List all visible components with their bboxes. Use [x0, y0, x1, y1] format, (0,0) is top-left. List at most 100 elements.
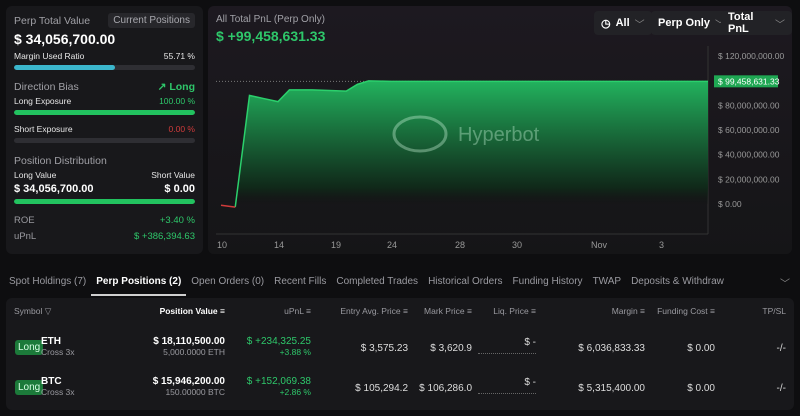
current-positions-button[interactable]: Current Positions — [108, 13, 195, 28]
sort-icon[interactable]: ≡ — [464, 306, 472, 316]
column-header-liq-price[interactable]: Liq. Price ≡ — [493, 306, 536, 316]
pnl-line-negative — [220, 204, 236, 208]
column-header-upnl[interactable]: uPnL ≡ — [284, 306, 311, 316]
watermark-text: Hyperbot — [458, 124, 540, 146]
column-header-label: Mark Price — [424, 306, 465, 316]
tab-historical-orders[interactable]: Historical Orders — [428, 276, 503, 287]
chevron-down-icon: ﹀ — [775, 19, 785, 31]
liq-price: $ - — [524, 337, 536, 348]
tab-open-orders[interactable]: Open Orders (0) — [191, 276, 265, 287]
y-tick-label: $ 0.00 — [718, 199, 742, 209]
column-header-label: Symbol — [14, 306, 43, 316]
table-row[interactable]: Long ETH Cross 3x $ 18,110,500.00 5,000.0000… — [6, 334, 794, 366]
scope-value: Perp Only — [658, 17, 710, 29]
column-header-margin[interactable]: Margin ≡ — [612, 306, 645, 316]
clock-icon: ◷ — [601, 17, 611, 30]
symbol[interactable]: BTC — [41, 376, 62, 387]
upnl: $ +234,325.25 — [246, 336, 311, 347]
long-exposure-value: 100.00 % — [159, 96, 195, 106]
sort-icon[interactable]: ≡ — [528, 306, 536, 316]
last-value-badge — [714, 75, 778, 88]
sort-icon[interactable]: ≡ — [637, 306, 645, 316]
column-header-position-value[interactable]: Position Value ≡ — [160, 306, 225, 316]
margin-mode: Cross 3x — [41, 347, 75, 357]
column-header-entry-avg-price[interactable]: Entry Avg. Price ≡ — [340, 306, 408, 316]
range-dropdown[interactable]: ◷ All ﹀ — [594, 11, 652, 35]
perp-total-value: $ 34,056,700.00 — [14, 31, 116, 47]
y-tick-label: $ 20,000,000.00 — [718, 174, 780, 184]
sort-icon[interactable]: ≡ — [217, 306, 225, 316]
pnl-area — [235, 80, 708, 208]
margin-used-value: 55.71 % — [163, 51, 195, 61]
watermark-logo-icon — [392, 115, 448, 153]
perp-summary-card: Perp Total Value Current Positions $ 34,0… — [6, 6, 203, 254]
x-tick-label: 28 — [455, 240, 465, 250]
chart-title: All Total PnL (Perp Only) — [216, 14, 325, 25]
sort-icon[interactable]: ≡ — [400, 306, 408, 316]
x-tick-label: 24 — [387, 240, 397, 250]
pnl-chart-card: All Total PnL (Perp Only) $ +99,458,631.… — [208, 6, 792, 254]
symbol[interactable]: ETH — [41, 336, 61, 347]
liq-price: $ - — [524, 377, 536, 388]
perp-positions-table: Symbol ▽ Position Value ≡ uPnL ≡ Entry Avg.… — [6, 298, 794, 410]
tab-twap[interactable]: TWAP — [592, 276, 622, 287]
sort-icon[interactable]: ≡ — [707, 306, 715, 316]
sort-icon[interactable]: ≡ — [303, 306, 311, 316]
pnl-area-chart[interactable]: 10 14 19 24 28 30 Nov 3 $ 120,000,000.00 $ 80,000… — [208, 6, 792, 254]
column-header-label: uPnL — [284, 306, 304, 316]
x-tick-label: 19 — [331, 240, 341, 250]
short-exposure-bar — [14, 138, 195, 143]
column-header-label: Entry Avg. Price — [340, 306, 401, 316]
long-value: $ 34,056,700.00 — [14, 183, 94, 195]
tabs-more-chevron-icon[interactable]: ﹀ — [780, 279, 790, 290]
entry-price: $ 3,575.23 — [360, 343, 408, 354]
table-row[interactable]: Long BTC Cross 3x $ 15,946,200.00 150.00000 … — [6, 374, 794, 406]
mark-price: $ 106,286.0 — [419, 383, 472, 394]
filter-icon[interactable]: ▽ — [42, 306, 52, 316]
column-header-tp-sl[interactable]: TP/SL — [762, 306, 786, 316]
column-header-label: Liq. Price — [493, 306, 529, 316]
margin-used-label: Margin Used Ratio — [14, 51, 85, 61]
x-tick-label: 14 — [274, 240, 284, 250]
metric-dropdown[interactable]: Total PnL ﹀ — [721, 11, 792, 35]
scope-dropdown[interactable]: Perp Only ﹀ — [651, 11, 732, 35]
roe-value: +3.40 % — [159, 215, 195, 226]
position-distribution-label: Position Distribution — [14, 155, 107, 167]
long-exposure-label: Long Exposure — [14, 96, 72, 106]
entry-price: $ 105,294.2 — [355, 383, 408, 394]
short-value-label: Short Value — [151, 170, 195, 180]
column-header-symbol[interactable]: Symbol ▽ — [14, 306, 51, 317]
margin: $ 5,315,400.00 — [578, 383, 645, 394]
y-tick-label: $ 60,000,000.00 — [718, 125, 780, 135]
tab-funding-history[interactable]: Funding History — [512, 276, 583, 287]
tab-recent-fills[interactable]: Recent Fills — [274, 276, 327, 287]
chevron-down-icon: ﹀ — [714, 19, 725, 31]
tab-deposits-withdraw[interactable]: Deposits & Withdraw — [631, 276, 724, 287]
pnl-line-positive — [234, 80, 708, 208]
tab-spot-holdings[interactable]: Spot Holdings (7) — [9, 276, 87, 287]
tab-perp-positions[interactable]: Perp Positions (2) — [91, 270, 187, 296]
y-tick-label: $ 120,000,000.00 — [718, 51, 784, 61]
chevron-down-icon: ﹀ — [634, 19, 645, 31]
column-header-funding-cost[interactable]: Funding Cost ≡ — [657, 306, 715, 316]
column-header-mark-price[interactable]: Mark Price ≡ — [424, 306, 472, 316]
funding-cost: $ 0.00 — [687, 383, 715, 394]
mark-price: $ 3,620.9 — [430, 343, 472, 354]
margin-mode: Cross 3x — [41, 387, 75, 397]
perp-total-value-label: Perp Total Value — [14, 14, 91, 27]
watermark: Hyperbot — [392, 115, 540, 153]
tp-sl[interactable]: -/- — [776, 343, 786, 354]
column-header-label: Margin — [611, 306, 638, 316]
y-tick-label: $ 40,000,000.00 — [718, 150, 780, 160]
tab-completed-trades[interactable]: Completed Trades — [336, 276, 419, 287]
position-value: $ 18,110,500.00 — [153, 336, 225, 347]
short-exposure-label: Short Exposure — [14, 124, 73, 134]
y-tick-label: $ 80,000,000.00 — [718, 100, 780, 110]
dotted-underline — [478, 352, 536, 354]
position-size: 150.00000 BTC — [165, 387, 225, 397]
chart-total-pnl: $ +99,458,631.33 — [216, 28, 326, 44]
long-exposure-bar — [14, 110, 195, 115]
upnl-value: $ +386,394.63 — [133, 231, 195, 242]
tp-sl[interactable]: -/- — [776, 383, 786, 394]
position-size: 5,000.0000 ETH — [163, 347, 225, 357]
